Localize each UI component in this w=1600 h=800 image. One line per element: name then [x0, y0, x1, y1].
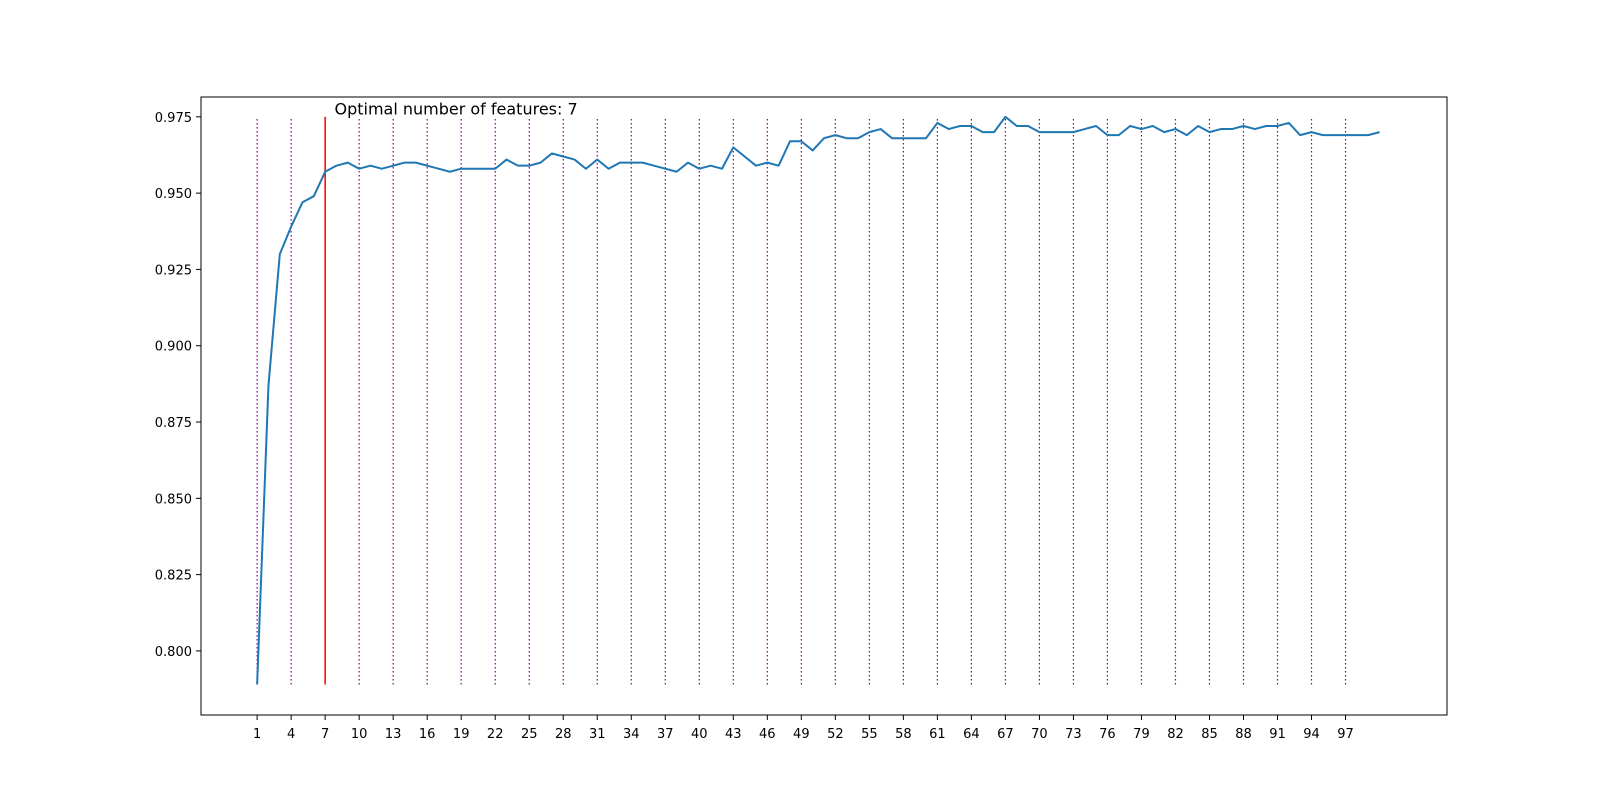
- x-tick-label-31: 31: [589, 727, 606, 742]
- y-tick-label-6: 0.950: [155, 187, 192, 202]
- x-tick-label-46: 46: [759, 727, 776, 742]
- feature-marker-lines: [256, 116, 1347, 685]
- x-tick-label-37: 37: [657, 727, 674, 742]
- x-tick-label-13: 13: [385, 727, 402, 742]
- plot-area-frame: [200, 96, 1448, 716]
- x-tick-label-70: 70: [1031, 727, 1048, 742]
- x-tick-label-58: 58: [895, 727, 912, 742]
- x-tick-label-40: 40: [691, 727, 708, 742]
- x-tick-label-61: 61: [929, 727, 946, 742]
- series-line-0: [256, 115, 1380, 685]
- y-tick-label-0: 0.800: [155, 645, 192, 660]
- x-tick-label-7: 7: [321, 727, 329, 742]
- x-tick-label-73: 73: [1065, 727, 1082, 742]
- y-tick-label-3: 0.875: [155, 416, 192, 431]
- series-layer: [256, 115, 1380, 685]
- x-tick-label-10: 10: [351, 727, 368, 742]
- x-tick-label-97: 97: [1337, 727, 1354, 742]
- x-tick-label-85: 85: [1201, 727, 1218, 742]
- x-tick-label-88: 88: [1235, 727, 1252, 742]
- x-tick-label-28: 28: [555, 727, 572, 742]
- x-tick-label-22: 22: [487, 727, 504, 742]
- x-tick-label-49: 49: [793, 727, 810, 742]
- x-tick-label-55: 55: [861, 727, 878, 742]
- x-tick-label-1: 1: [253, 727, 261, 742]
- x-tick-label-91: 91: [1269, 727, 1286, 742]
- x-tick-label-64: 64: [963, 727, 980, 742]
- y-tick-label-7: 0.975: [155, 111, 192, 126]
- x-tick-label-19: 19: [453, 727, 470, 742]
- x-tick-label-4: 4: [287, 727, 295, 742]
- x-tick-label-76: 76: [1099, 727, 1116, 742]
- x-tick-label-94: 94: [1303, 727, 1320, 742]
- y-tick-label-1: 0.825: [155, 569, 192, 584]
- axis-ticks: 1 4 7 10 13 16 19 22 25 28 31 34 37 40 43 46 49 52 55 58 61 6…: [155, 111, 1354, 742]
- y-tick-label-4: 0.900: [155, 340, 192, 355]
- y-tick-label-2: 0.850: [155, 492, 192, 507]
- x-tick-label-79: 79: [1133, 727, 1150, 742]
- optimal-features-annotation: Optimal number of features: 7: [334, 100, 577, 119]
- x-tick-label-43: 43: [725, 727, 742, 742]
- x-tick-label-67: 67: [997, 727, 1014, 742]
- x-tick-label-34: 34: [623, 727, 640, 742]
- x-tick-label-25: 25: [521, 727, 538, 742]
- y-tick-label-5: 0.925: [155, 263, 192, 278]
- x-tick-label-16: 16: [419, 727, 436, 742]
- x-tick-label-82: 82: [1167, 727, 1184, 742]
- x-tick-label-52: 52: [827, 727, 844, 742]
